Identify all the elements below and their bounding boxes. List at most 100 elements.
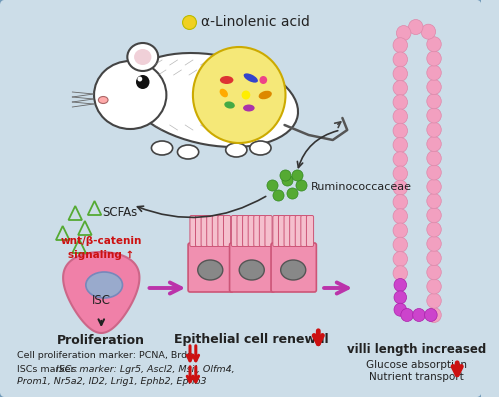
Circle shape [393, 195, 408, 210]
Circle shape [427, 165, 441, 180]
Circle shape [427, 193, 441, 208]
Ellipse shape [239, 260, 264, 280]
Circle shape [413, 308, 425, 322]
Circle shape [427, 94, 441, 109]
Circle shape [393, 152, 408, 167]
Circle shape [427, 151, 441, 166]
Ellipse shape [220, 89, 228, 97]
FancyBboxPatch shape [273, 216, 280, 247]
Circle shape [427, 279, 441, 294]
Ellipse shape [94, 61, 166, 129]
FancyBboxPatch shape [278, 216, 285, 247]
Circle shape [409, 19, 423, 35]
Ellipse shape [244, 73, 258, 83]
Circle shape [427, 137, 441, 152]
Circle shape [427, 222, 441, 237]
Circle shape [425, 308, 437, 322]
Circle shape [401, 308, 413, 322]
Circle shape [393, 52, 408, 67]
FancyBboxPatch shape [243, 216, 250, 247]
Circle shape [393, 209, 408, 224]
Circle shape [421, 24, 436, 39]
FancyBboxPatch shape [218, 216, 225, 247]
FancyBboxPatch shape [289, 216, 297, 247]
Circle shape [427, 236, 441, 251]
Text: wnt/β-catenin
signaling ↑: wnt/β-catenin signaling ↑ [60, 236, 142, 260]
Ellipse shape [134, 49, 151, 65]
Text: Glucose absorption: Glucose absorption [366, 360, 467, 370]
Ellipse shape [226, 143, 247, 157]
Ellipse shape [250, 141, 271, 155]
Circle shape [427, 122, 441, 137]
Circle shape [394, 291, 407, 304]
Circle shape [427, 179, 441, 194]
Circle shape [393, 81, 408, 95]
FancyBboxPatch shape [254, 216, 261, 247]
Circle shape [393, 123, 408, 138]
FancyBboxPatch shape [224, 216, 231, 247]
Circle shape [427, 293, 441, 308]
Text: α-Linolenic acid: α-Linolenic acid [201, 15, 309, 29]
Circle shape [137, 77, 142, 81]
FancyBboxPatch shape [248, 216, 255, 247]
Circle shape [393, 237, 408, 252]
Circle shape [393, 66, 408, 81]
FancyBboxPatch shape [188, 243, 234, 292]
Circle shape [427, 308, 441, 322]
FancyBboxPatch shape [259, 216, 266, 247]
Ellipse shape [86, 272, 122, 298]
Polygon shape [63, 252, 139, 333]
Text: ISCs marker: Lgr5, Ascl2, Msil, Olfm4,: ISCs marker: Lgr5, Ascl2, Msil, Olfm4, [17, 366, 235, 374]
Circle shape [427, 251, 441, 266]
Circle shape [427, 65, 441, 80]
FancyBboxPatch shape [284, 216, 291, 247]
Circle shape [393, 38, 408, 53]
Circle shape [394, 279, 407, 291]
Ellipse shape [98, 96, 108, 104]
Text: Ruminococcaceae: Ruminococcaceae [310, 182, 412, 192]
FancyBboxPatch shape [0, 0, 483, 397]
Circle shape [393, 180, 408, 195]
Circle shape [136, 75, 150, 89]
Text: ISC: ISC [92, 293, 111, 306]
Ellipse shape [126, 53, 298, 147]
Text: SCFAs: SCFAs [102, 206, 138, 218]
Circle shape [396, 25, 411, 40]
FancyBboxPatch shape [301, 216, 308, 247]
Circle shape [393, 266, 408, 281]
FancyBboxPatch shape [230, 243, 275, 292]
Circle shape [393, 109, 408, 124]
Circle shape [393, 166, 408, 181]
Text: Cell proliferation marker: PCNA, Brdu: Cell proliferation marker: PCNA, Brdu [17, 351, 194, 360]
Circle shape [259, 76, 267, 84]
Text: Proliferation: Proliferation [57, 333, 145, 347]
FancyBboxPatch shape [232, 216, 239, 247]
Text: ISCs marker:: ISCs marker: [17, 366, 81, 374]
Circle shape [393, 251, 408, 266]
Circle shape [394, 303, 407, 316]
Ellipse shape [280, 260, 306, 280]
Ellipse shape [178, 145, 199, 159]
Ellipse shape [198, 260, 223, 280]
FancyBboxPatch shape [207, 216, 214, 247]
Text: Nutrient transport: Nutrient transport [369, 372, 464, 382]
Text: Prom1, Nr5a2, ID2, Lrig1, Ephb2, Ephb3: Prom1, Nr5a2, ID2, Lrig1, Ephb2, Ephb3 [17, 378, 207, 387]
FancyBboxPatch shape [306, 216, 313, 247]
Circle shape [242, 91, 250, 100]
Circle shape [427, 265, 441, 280]
Circle shape [193, 47, 285, 143]
Circle shape [427, 208, 441, 223]
Circle shape [427, 51, 441, 66]
FancyBboxPatch shape [212, 216, 220, 247]
FancyBboxPatch shape [196, 216, 203, 247]
FancyBboxPatch shape [201, 216, 208, 247]
Ellipse shape [243, 104, 254, 112]
Circle shape [393, 137, 408, 152]
FancyBboxPatch shape [271, 243, 316, 292]
Circle shape [393, 223, 408, 238]
Ellipse shape [225, 101, 235, 108]
FancyBboxPatch shape [190, 216, 197, 247]
FancyBboxPatch shape [265, 216, 272, 247]
Text: Epithelial cell renewal: Epithelial cell renewal [175, 333, 329, 347]
Circle shape [427, 37, 441, 52]
